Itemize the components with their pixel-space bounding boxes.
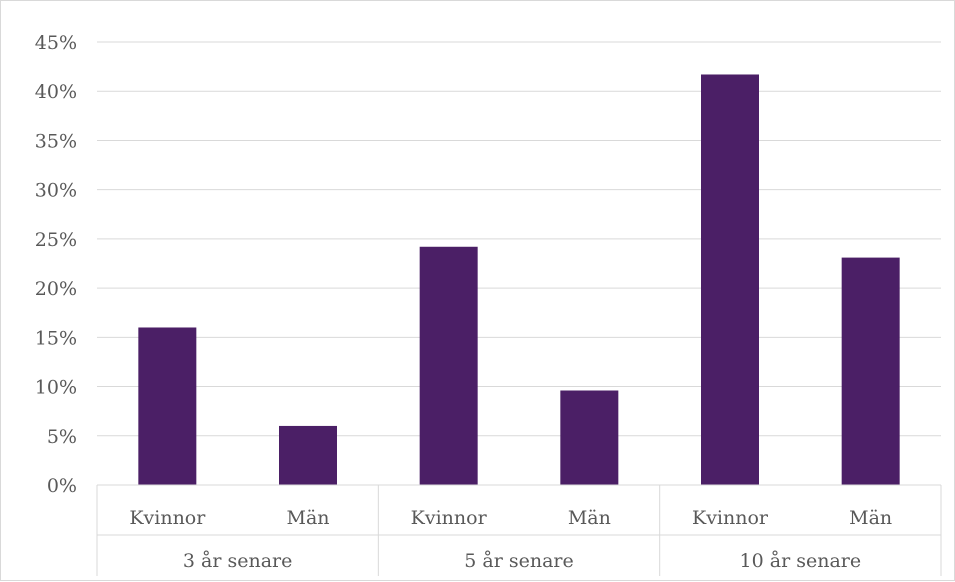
- y-tick-label: 35%: [35, 130, 77, 152]
- y-tick-label: 30%: [35, 180, 77, 202]
- y-tick-label: 45%: [35, 32, 77, 54]
- bars: [138, 74, 900, 485]
- bar: [701, 74, 759, 485]
- y-tick-label: 25%: [35, 229, 77, 251]
- x-category-label: Män: [568, 507, 611, 529]
- bar: [419, 246, 478, 485]
- x-axis-category-labels: Kvinnor Män Kvinnor Män Kvinnor Män: [129, 507, 892, 529]
- x-category-label: Kvinnor: [129, 507, 206, 529]
- y-axis-ticks: 0% 5% 10% 15% 20% 25% 30% 35% 40% 45%: [35, 32, 77, 497]
- x-group-label: 10 år senare: [740, 550, 862, 572]
- y-tick-label: 20%: [35, 278, 77, 300]
- bar: [279, 425, 337, 485]
- x-group-label: 5 år senare: [464, 550, 573, 572]
- x-category-label: Män: [849, 507, 892, 529]
- y-tick-label: 15%: [35, 327, 77, 349]
- x-category-label: Kvinnor: [692, 507, 769, 529]
- bar: [138, 327, 197, 485]
- gridlines: [97, 41, 941, 437]
- x-axis: [96, 484, 942, 576]
- y-tick-label: 0%: [47, 475, 77, 497]
- bar: [560, 390, 619, 485]
- x-axis-group-labels: 3 år senare 5 år senare 10 år senare: [183, 550, 861, 572]
- y-tick-label: 40%: [35, 81, 77, 103]
- bar: [841, 257, 900, 485]
- x-group-label: 3 år senare: [183, 550, 292, 572]
- y-tick-label: 5%: [47, 426, 77, 448]
- y-tick-label: 10%: [35, 377, 77, 399]
- x-category-label: Kvinnor: [411, 507, 488, 529]
- x-category-label: Män: [286, 507, 329, 529]
